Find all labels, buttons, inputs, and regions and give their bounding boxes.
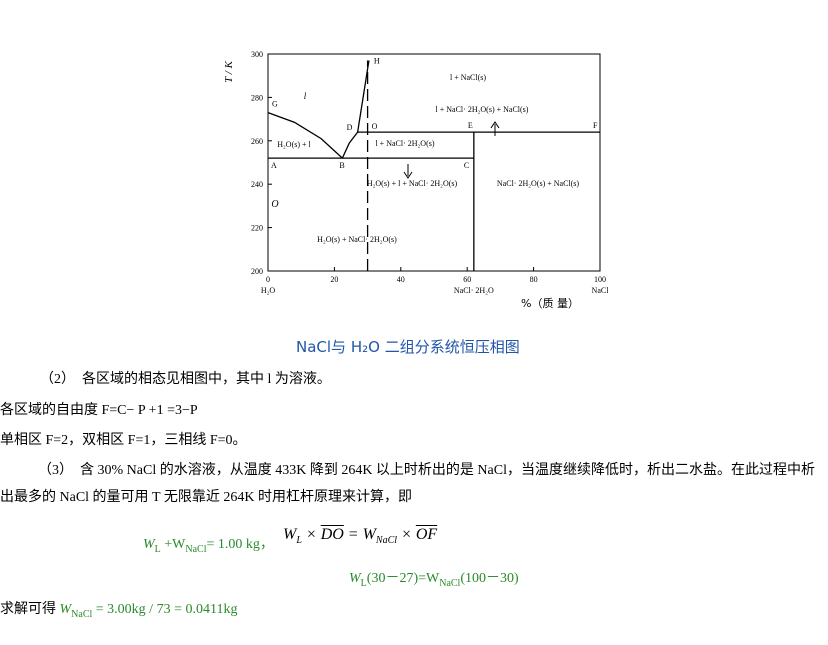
region-label: NaCl· 2H₂O(s) + NaCl(s) xyxy=(497,179,580,188)
eq-sub: NaCl xyxy=(439,577,461,589)
eq-part: 求解可得 xyxy=(0,602,60,617)
arrow-down xyxy=(403,164,413,179)
eq-part: = W xyxy=(343,526,376,543)
point-label: E xyxy=(468,121,473,130)
equation: WL(30－27)=WNaCl(100－30) xyxy=(349,565,519,597)
eq-sub: L xyxy=(360,577,367,589)
eq-part: W xyxy=(59,602,72,617)
region-label: H₂O(s) + l xyxy=(277,140,311,149)
paragraph: 各区域的自由度 F=C− P +1 =3−P xyxy=(0,403,198,418)
eq-part: +W xyxy=(160,537,186,552)
equation: 求解可得 WNaCl = 3.00kg / 73 = 0.0411kg xyxy=(0,596,237,628)
y-tick-label: 260 xyxy=(251,137,263,146)
eq-part: (30－27)=W xyxy=(366,571,440,586)
region-label: l + NaCl· 2H₂O(s) xyxy=(375,139,434,148)
region-label: l + NaCl(s) xyxy=(450,73,486,82)
phase-diagram: T / K %（质 量） 0 20 40 60 80 100 200 220 240 260 280… xyxy=(223,50,610,310)
caption: NaCl与 H₂O 二组分系统恒压相图 xyxy=(296,338,520,356)
eq-sub: L xyxy=(296,535,302,547)
eq-part: (100－30) xyxy=(460,571,519,586)
region-label: l + NaCl· 2H₂O(s) + NaCl(s) xyxy=(436,105,529,114)
y-tick-label: 220 xyxy=(251,224,263,233)
point-label: D xyxy=(347,123,353,132)
region-label: H₂O(s) + NaCl· 2H₂O(s) xyxy=(317,235,397,244)
eq-overline: OF xyxy=(415,526,438,543)
y-axis-label: T / K xyxy=(223,60,235,82)
region-label: O xyxy=(271,199,278,210)
eq-part: = 3.00kg / 73 = 0.0411kg xyxy=(92,602,238,617)
phase-boundary xyxy=(267,111,343,159)
eq-overline: DO xyxy=(320,526,344,543)
eq-part: × xyxy=(397,526,416,543)
paragraph: （2） 各区域的相态见相图中，其中 l 为溶液。 xyxy=(40,372,331,387)
x-end-label: H₂O xyxy=(261,286,276,295)
region-label: H₂O(s) + l + NaCl· 2H₂O(s) xyxy=(367,179,458,188)
x-tick-label: 40 xyxy=(397,275,405,284)
point-label: O xyxy=(372,122,378,131)
y-tick-label: 280 xyxy=(251,93,263,102)
plot-frame xyxy=(267,53,601,272)
arrow-up xyxy=(490,121,500,136)
point-label: H xyxy=(374,57,380,66)
phase-boundary xyxy=(341,131,359,159)
region-label: l xyxy=(304,91,307,101)
eq-sub: L xyxy=(154,543,161,555)
x-end-label: NaCl· 2H₂O xyxy=(454,286,494,295)
paragraph: 单相区 F=2，双相区 F=1，三相线 F=0。 xyxy=(0,433,247,448)
eq-part: W xyxy=(143,537,155,552)
eq-sub: NaCl xyxy=(185,543,207,555)
eq-sub: NaCl xyxy=(375,535,398,547)
equation: WL +WNaCl= 1.00 kg， xyxy=(143,531,274,563)
point-label: C xyxy=(464,161,469,170)
eq-part: W xyxy=(283,526,297,543)
eq-sub: NaCl xyxy=(71,608,93,620)
point-label: B xyxy=(339,161,344,170)
x-tick-label: 100 xyxy=(594,275,606,284)
eq-part: W xyxy=(349,571,361,586)
x-axis-label: %（质 量） xyxy=(521,297,579,310)
y-tick-label: 200 xyxy=(251,267,263,276)
y-tick-label: 240 xyxy=(251,180,263,189)
x-tick-label: 60 xyxy=(463,275,471,284)
paragraph: （3） 含 30% NaCl 的水溶液，从温度 433K 降到 264K 以上时… xyxy=(0,463,815,505)
x-end-label: NaCl xyxy=(592,286,610,295)
equation: WL × DO = WNaCl × OF xyxy=(283,521,437,554)
x-tick-label: 80 xyxy=(530,275,538,284)
point-label: F xyxy=(593,121,598,130)
y-tick-label: 300 xyxy=(251,50,263,59)
eq-part: × xyxy=(301,526,321,543)
x-tick-label: 0 xyxy=(266,275,270,284)
point-label: G xyxy=(272,100,278,109)
point-label: A xyxy=(271,161,277,170)
eq-part: = 1.00 kg， xyxy=(206,537,274,552)
x-tick-label: 20 xyxy=(330,275,338,284)
